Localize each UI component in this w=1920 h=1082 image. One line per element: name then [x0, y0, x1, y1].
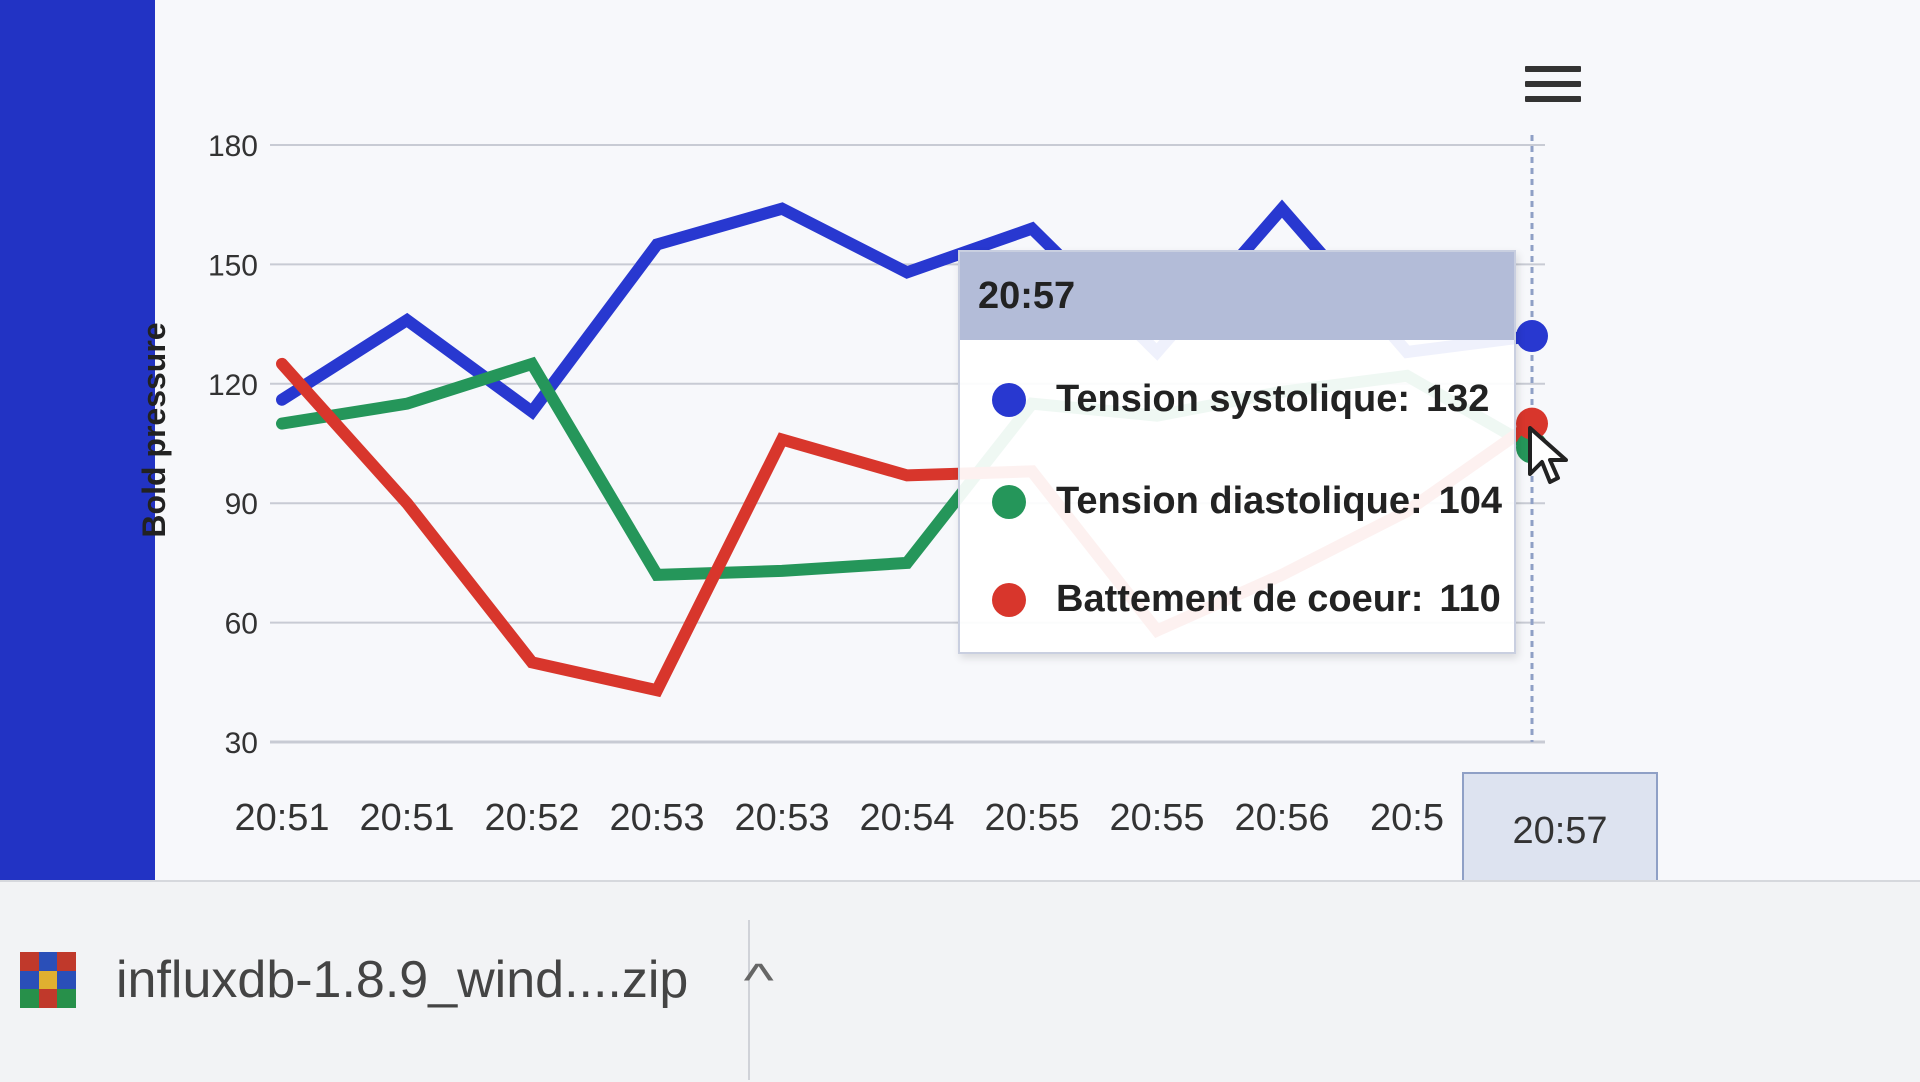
download-item[interactable]: influxdb-1.8.9_wind....zip ^ [20, 930, 774, 1030]
y-axis-label: Bold pressure [136, 322, 172, 537]
x-tick-label: 20:54 [859, 797, 954, 839]
x-tick-label: 20:55 [984, 797, 1079, 839]
x-tick-label: 20:52 [484, 797, 579, 839]
highlight-point-0[interactable] [1516, 320, 1548, 353]
left-sidebar-strip [0, 0, 155, 880]
tooltip-row-systolic: Tension systolique: 132 [992, 378, 1489, 421]
hamburger-menu-icon [1525, 66, 1581, 72]
x-tick-label: 20:51 [234, 797, 329, 839]
x-tick-label: 20:5 [1370, 797, 1444, 839]
crosshair-x-label: 20:57 [1462, 772, 1658, 890]
y-tick-label: 120 [208, 369, 258, 402]
download-bar-divider [748, 920, 750, 1080]
download-bar [0, 880, 1920, 1082]
y-tick-label: 150 [208, 249, 258, 282]
tooltip-row-heartbeat: Battement de coeur: 110 [992, 578, 1501, 621]
chart-tooltip: 20:57 Tension systolique: 132 Tension di… [958, 250, 1516, 654]
y-tick-label: 180 [208, 130, 258, 163]
y-tick-label: 30 [225, 727, 258, 760]
tooltip-title: 20:57 [960, 252, 1514, 340]
y-tick-label: 60 [225, 608, 258, 641]
chart-menu-button[interactable] [1525, 62, 1581, 106]
x-tick-label: 20:56 [1234, 797, 1329, 839]
highlight-point-2[interactable] [1516, 407, 1548, 440]
series-dot-icon [992, 484, 1026, 519]
mouse-cursor-icon [1528, 426, 1568, 484]
y-tick-label: 90 [225, 488, 258, 521]
series-dot-icon [992, 382, 1026, 417]
zip-archive-icon [20, 952, 76, 1008]
series-dot-icon [992, 582, 1026, 617]
x-tick-label: 20:55 [1109, 797, 1204, 839]
chevron-up-icon[interactable]: ^ [744, 954, 775, 1006]
x-tick-label: 20:53 [609, 797, 704, 839]
download-file-name: influxdb-1.8.9_wind....zip [116, 951, 689, 1009]
x-tick-label: 20:51 [359, 797, 454, 839]
tooltip-row-diastolic: Tension diastolique: 104 [992, 480, 1502, 523]
x-tick-label: 20:53 [734, 797, 829, 839]
